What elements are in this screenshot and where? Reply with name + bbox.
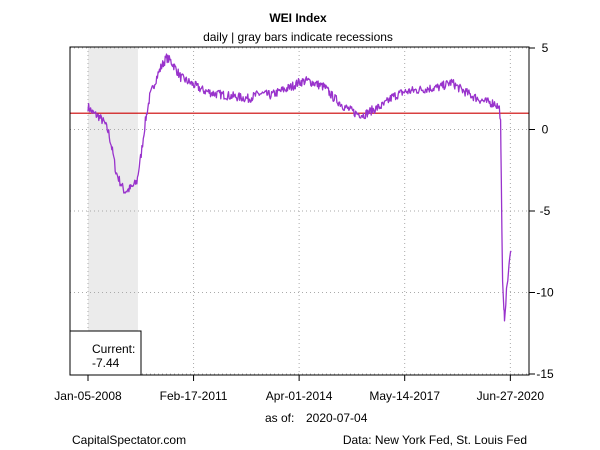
y-tick-label: -15 bbox=[536, 367, 554, 381]
y-tick-label: 0 bbox=[542, 123, 549, 137]
footer-source-site: CapitalSpectator.com bbox=[72, 433, 186, 447]
chart-subtitle: daily | gray bars indicate recessions bbox=[203, 30, 393, 44]
as-of-date: 2020-07-04 bbox=[306, 411, 368, 425]
x-tick-label: Jun-27-2020 bbox=[477, 389, 545, 403]
x-tick-label: May-14-2017 bbox=[369, 389, 440, 403]
current-value-box: Current: -7.44 bbox=[69, 330, 142, 376]
current-value: -7.44 bbox=[92, 356, 120, 370]
as-of-label: as of: bbox=[265, 411, 294, 425]
current-box-frame bbox=[69, 330, 142, 376]
x-tick-label: Apr-01-2014 bbox=[266, 389, 333, 403]
wei-series-line bbox=[87, 53, 512, 322]
recession-band bbox=[88, 47, 138, 375]
footer-data-credit: Data: New York Fed, St. Louis Fed bbox=[343, 433, 527, 447]
y-axis: 5 0 -5 -10 -15 bbox=[529, 41, 554, 381]
y-tick-label: -10 bbox=[536, 286, 554, 300]
y-tick-label: 5 bbox=[542, 41, 549, 55]
x-tick-label: Jan-05-2008 bbox=[54, 389, 122, 403]
x-tick-label: Feb-17-2011 bbox=[160, 389, 228, 403]
gridlines bbox=[70, 47, 529, 375]
chart-title: WEI Index bbox=[269, 11, 327, 25]
y-tick-label: -5 bbox=[540, 204, 551, 218]
x-axis: Jan-05-2008 Feb-17-2011 Apr-01-2014 May-14-… bbox=[54, 375, 544, 403]
current-label: Current: bbox=[92, 342, 135, 356]
